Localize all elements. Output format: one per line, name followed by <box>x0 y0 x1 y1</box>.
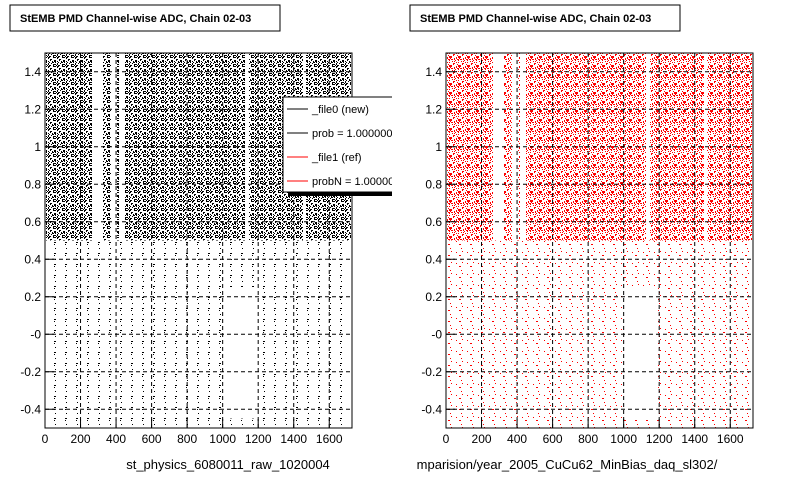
y-tick-label: 1 <box>435 140 442 154</box>
x-tick-label: 200 <box>71 432 91 446</box>
x-tick-label: 1600 <box>316 432 343 446</box>
y-tick-label: 1.4 <box>425 65 442 79</box>
x-tick-label: 200 <box>472 432 492 446</box>
chart-title: StEMB PMD Channel-wise ADC, Chain 02-03 <box>420 13 651 25</box>
y-tick-label: -0.2 <box>421 365 442 379</box>
x-tick-label: 600 <box>543 432 563 446</box>
x-tick-label: 1400 <box>280 432 307 446</box>
x-tick-label: 1000 <box>610 432 637 446</box>
y-tick-label: 0.8 <box>24 177 41 191</box>
y-tick-label: 0.6 <box>425 215 442 229</box>
legend-label: prob = 1.000000 <box>312 128 392 140</box>
legend-label: _file0 (new) <box>311 104 369 116</box>
footer-label: st_physics_6080011_raw_1020004 <box>126 457 330 472</box>
gap <box>245 53 249 241</box>
plot-frame <box>44 52 353 429</box>
y-tick-label: -0.4 <box>421 402 442 416</box>
y-tick-label: -0.2 <box>20 365 41 379</box>
y-tick-label: -0 <box>30 327 41 341</box>
y-tick-label: 0.4 <box>24 252 41 266</box>
y-tick-label: 0.4 <box>425 252 442 266</box>
y-tick-label: -0.4 <box>20 402 41 416</box>
gap <box>111 53 117 241</box>
x-tick-label: 600 <box>142 432 162 446</box>
gap <box>512 53 518 241</box>
legend-label: _file1 (ref) <box>311 152 362 164</box>
legend-label: probN = 1.000000 <box>312 176 400 188</box>
plot-frame <box>445 52 754 429</box>
footer-label: mparision/year_2005_CuCu62_MinBias_daq_s… <box>417 457 718 472</box>
x-tick-label: 1200 <box>646 432 673 446</box>
x-tick-label: 1000 <box>209 432 236 446</box>
y-tick-label: 1 <box>34 140 41 154</box>
title-box <box>9 4 281 32</box>
x-tick-label: 1600 <box>717 432 744 446</box>
x-tick-label: 0 <box>443 432 450 446</box>
y-tick-label: 0.2 <box>425 290 442 304</box>
x-tick-label: 400 <box>106 432 126 446</box>
y-tick-label: 0.2 <box>24 290 41 304</box>
gap <box>646 53 650 241</box>
x-tick-label: 800 <box>578 432 598 446</box>
y-tick-label: 0.8 <box>425 177 442 191</box>
chart-title: StEMB PMD Channel-wise ADC, Chain 02-03 <box>20 13 251 25</box>
y-tick-label: -0 <box>431 327 442 341</box>
y-tick-label: 1.2 <box>425 102 442 116</box>
x-tick-label: 1200 <box>245 432 272 446</box>
gap <box>624 287 658 419</box>
gap <box>223 287 257 419</box>
title-box <box>409 4 681 32</box>
x-tick-label: 800 <box>177 432 197 446</box>
legend-box <box>282 96 392 193</box>
y-tick-label: 1.2 <box>24 102 41 116</box>
y-tick-label: 0.6 <box>24 215 41 229</box>
y-tick-label: 1.4 <box>24 65 41 79</box>
legend: _file0 (new) prob = 1.000000 _file1 (ref) p… <box>282 96 400 196</box>
x-tick-label: 0 <box>42 432 49 446</box>
x-tick-label: 400 <box>507 432 527 446</box>
x-tick-label: 1400 <box>681 432 708 446</box>
